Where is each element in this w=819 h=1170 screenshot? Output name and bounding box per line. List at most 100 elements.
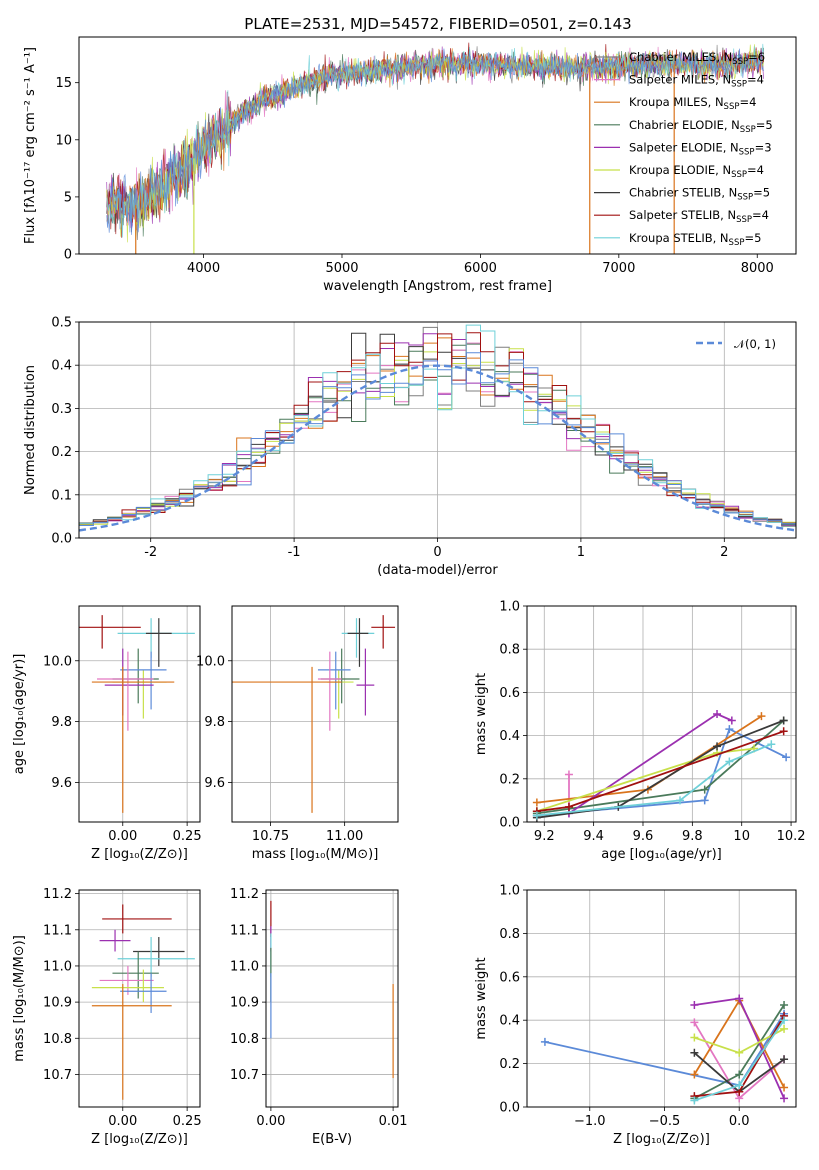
residuals-axes: -2 -1 0 1 2 0.0 0.1 0.2 0.3 0.4 0.5 (data-model)/er… xyxy=(23,316,797,578)
y-tick-label: 9.8 xyxy=(204,715,225,730)
weight-series-marker xyxy=(532,798,541,807)
age-vs-mass-grid xyxy=(232,606,398,822)
y-tick-label: 10.7 xyxy=(43,1068,72,1083)
errorbar-point xyxy=(112,648,159,704)
errorbar-point xyxy=(112,669,167,719)
residuals-frame xyxy=(78,321,797,539)
weight-vs-age-grid xyxy=(527,605,796,823)
weight-series-marker xyxy=(727,716,736,725)
weight-series-marker xyxy=(725,725,734,734)
x-tick-label: 11.00 xyxy=(326,829,363,844)
x-tick-label: 5000 xyxy=(325,261,358,276)
age-vs-mass-frame xyxy=(231,605,399,823)
weight-vs-Z-frame xyxy=(526,889,797,1108)
x-tick-label: 1 xyxy=(577,545,585,560)
weight-series-line xyxy=(536,719,785,819)
age-vs-Z-ylabel: age [log₁₀(age/yr)] xyxy=(12,654,27,775)
spectrum-frame xyxy=(78,36,797,255)
weight-vs-Z-ylabel: mass weight xyxy=(474,957,489,1039)
y-tick-label: 10.0 xyxy=(196,654,225,669)
x-tick-label: 9.8 xyxy=(682,829,703,844)
errorbar-point xyxy=(317,651,351,710)
age-vs-mass-points xyxy=(232,615,396,813)
weight-series-marker xyxy=(735,994,744,1003)
weight-series-marker xyxy=(780,1055,789,1064)
x-tick-label: -2 xyxy=(144,545,157,560)
y-tick-label: 0.0 xyxy=(51,532,72,547)
legend-entry: Salpeter ELODIE, NSSP=3 xyxy=(629,140,772,157)
x-tick-label: 10 xyxy=(733,829,750,844)
weight-series-marker xyxy=(713,742,722,751)
spectrum-series-line xyxy=(106,48,764,235)
errorbar-point xyxy=(317,651,342,731)
errorbar-point xyxy=(79,615,141,649)
weight-series-marker xyxy=(767,740,776,749)
legend-entry: Kroupa ELODIE, NSSP=4 xyxy=(629,163,764,180)
histogram-step xyxy=(79,324,796,525)
weight-series-marker xyxy=(700,785,709,794)
y-tick-label: 0.2 xyxy=(499,1057,520,1072)
spectrum-legend: Chabrier MILES, NSSP=6 Salpeter MILES, NS… xyxy=(594,50,773,248)
weight-series-marker xyxy=(735,1081,744,1090)
x-tick-label: 0.01 xyxy=(379,1114,408,1129)
weight-series-marker xyxy=(564,802,573,811)
x-tick-label: 7000 xyxy=(602,261,635,276)
weight-vs-age-axes: 9.2 9.4 9.6 9.8 10 10.2 0.0 0.2 0.4 0.6 0.8 1.0 age … xyxy=(474,600,806,863)
legend-entry: Salpeter MILES, NSSP=4 xyxy=(629,73,764,90)
x-tick-label: 0.00 xyxy=(108,829,137,844)
y-tick-label: 0.4 xyxy=(499,1014,520,1029)
x-tick-label: 0.0 xyxy=(729,1114,750,1129)
x-tick-label: 2 xyxy=(720,545,728,560)
residual-histograms xyxy=(79,324,796,532)
mass-vs-ebv-points xyxy=(270,900,394,1079)
x-tick-label: 9.6 xyxy=(633,829,654,844)
y-tick-label: 10.7 xyxy=(230,1068,259,1083)
weight-series-marker xyxy=(779,727,788,736)
y-tick-label: 0.3 xyxy=(51,402,72,417)
mass-vs-ebv-xlabel: E(B-V) xyxy=(312,1132,352,1147)
weight-series-marker xyxy=(690,1096,699,1105)
errorbar-point xyxy=(341,618,375,658)
errorbar-point xyxy=(91,969,164,1003)
x-tick-label: 10.2 xyxy=(777,829,806,844)
y-tick-label: 1.0 xyxy=(499,600,520,615)
errorbar-point xyxy=(232,666,342,813)
weight-vs-age-frame xyxy=(526,605,797,823)
spectrum-ylabel: Flux [fλ10⁻¹⁷ erg cm⁻² s⁻¹ A⁻¹] xyxy=(23,47,38,244)
weight-series-marker xyxy=(779,716,788,725)
age-vs-mass-axes: 10.75 11.00 9.6 9.8 10.0 mass [log₁₀(M/M⊙)] xyxy=(196,605,399,862)
residuals-legend: 𝒩(0, 1) xyxy=(696,337,776,351)
weight-series-marker xyxy=(690,1048,699,1057)
y-tick-label: 0 xyxy=(64,248,72,263)
mass-vs-Z-ylabel: mass [log₁₀(M/M⊙)] xyxy=(12,935,27,1062)
errorbar-point xyxy=(99,965,154,995)
weight-series-marker xyxy=(690,1033,699,1042)
legend-entry: Kroupa STELIB, NSSP=5 xyxy=(629,231,761,248)
weight-series-marker xyxy=(780,1094,789,1103)
weight-vs-Z-xlabel: Z [log₁₀(Z/Z⊙)] xyxy=(613,1132,710,1147)
errorbar-point xyxy=(145,618,172,667)
y-tick-label: 0.6 xyxy=(499,686,520,701)
normal-reference-curve xyxy=(79,364,796,532)
age-vs-Z-points xyxy=(79,615,195,813)
mass-vs-Z-grid xyxy=(79,890,200,1107)
residuals-ylabel: Normed distribution xyxy=(23,365,38,495)
errorbar-point xyxy=(91,984,172,1100)
x-tick-label: 10.75 xyxy=(252,829,289,844)
mass-vs-Z-axes: 0.00 0.25 10.7 10.8 10.9 11.0 11.1 11.2 Z [log₁₀… xyxy=(12,887,202,1147)
y-tick-label: 11.1 xyxy=(230,923,259,938)
y-tick-label: 11.2 xyxy=(43,887,72,902)
errorbar-point xyxy=(371,615,396,649)
figure-title: PLATE=2531, MJD=54572, FIBERID=0501, z=0… xyxy=(244,15,631,33)
y-tick-label: 0.8 xyxy=(499,643,520,658)
x-tick-label: 8000 xyxy=(741,261,774,276)
x-tick-label: 0 xyxy=(433,545,441,560)
weight-vs-Z-grid xyxy=(527,889,796,1108)
age-vs-Z-xlabel: Z [log₁₀(Z/Z⊙)] xyxy=(91,847,188,862)
y-tick-label: 0.2 xyxy=(499,772,520,787)
x-tick-label: 0.00 xyxy=(108,1114,137,1129)
errorbar-point xyxy=(117,937,195,977)
y-tick-label: 1.0 xyxy=(499,884,520,899)
x-tick-label: -1 xyxy=(288,545,301,560)
x-tick-label: 4000 xyxy=(187,261,220,276)
